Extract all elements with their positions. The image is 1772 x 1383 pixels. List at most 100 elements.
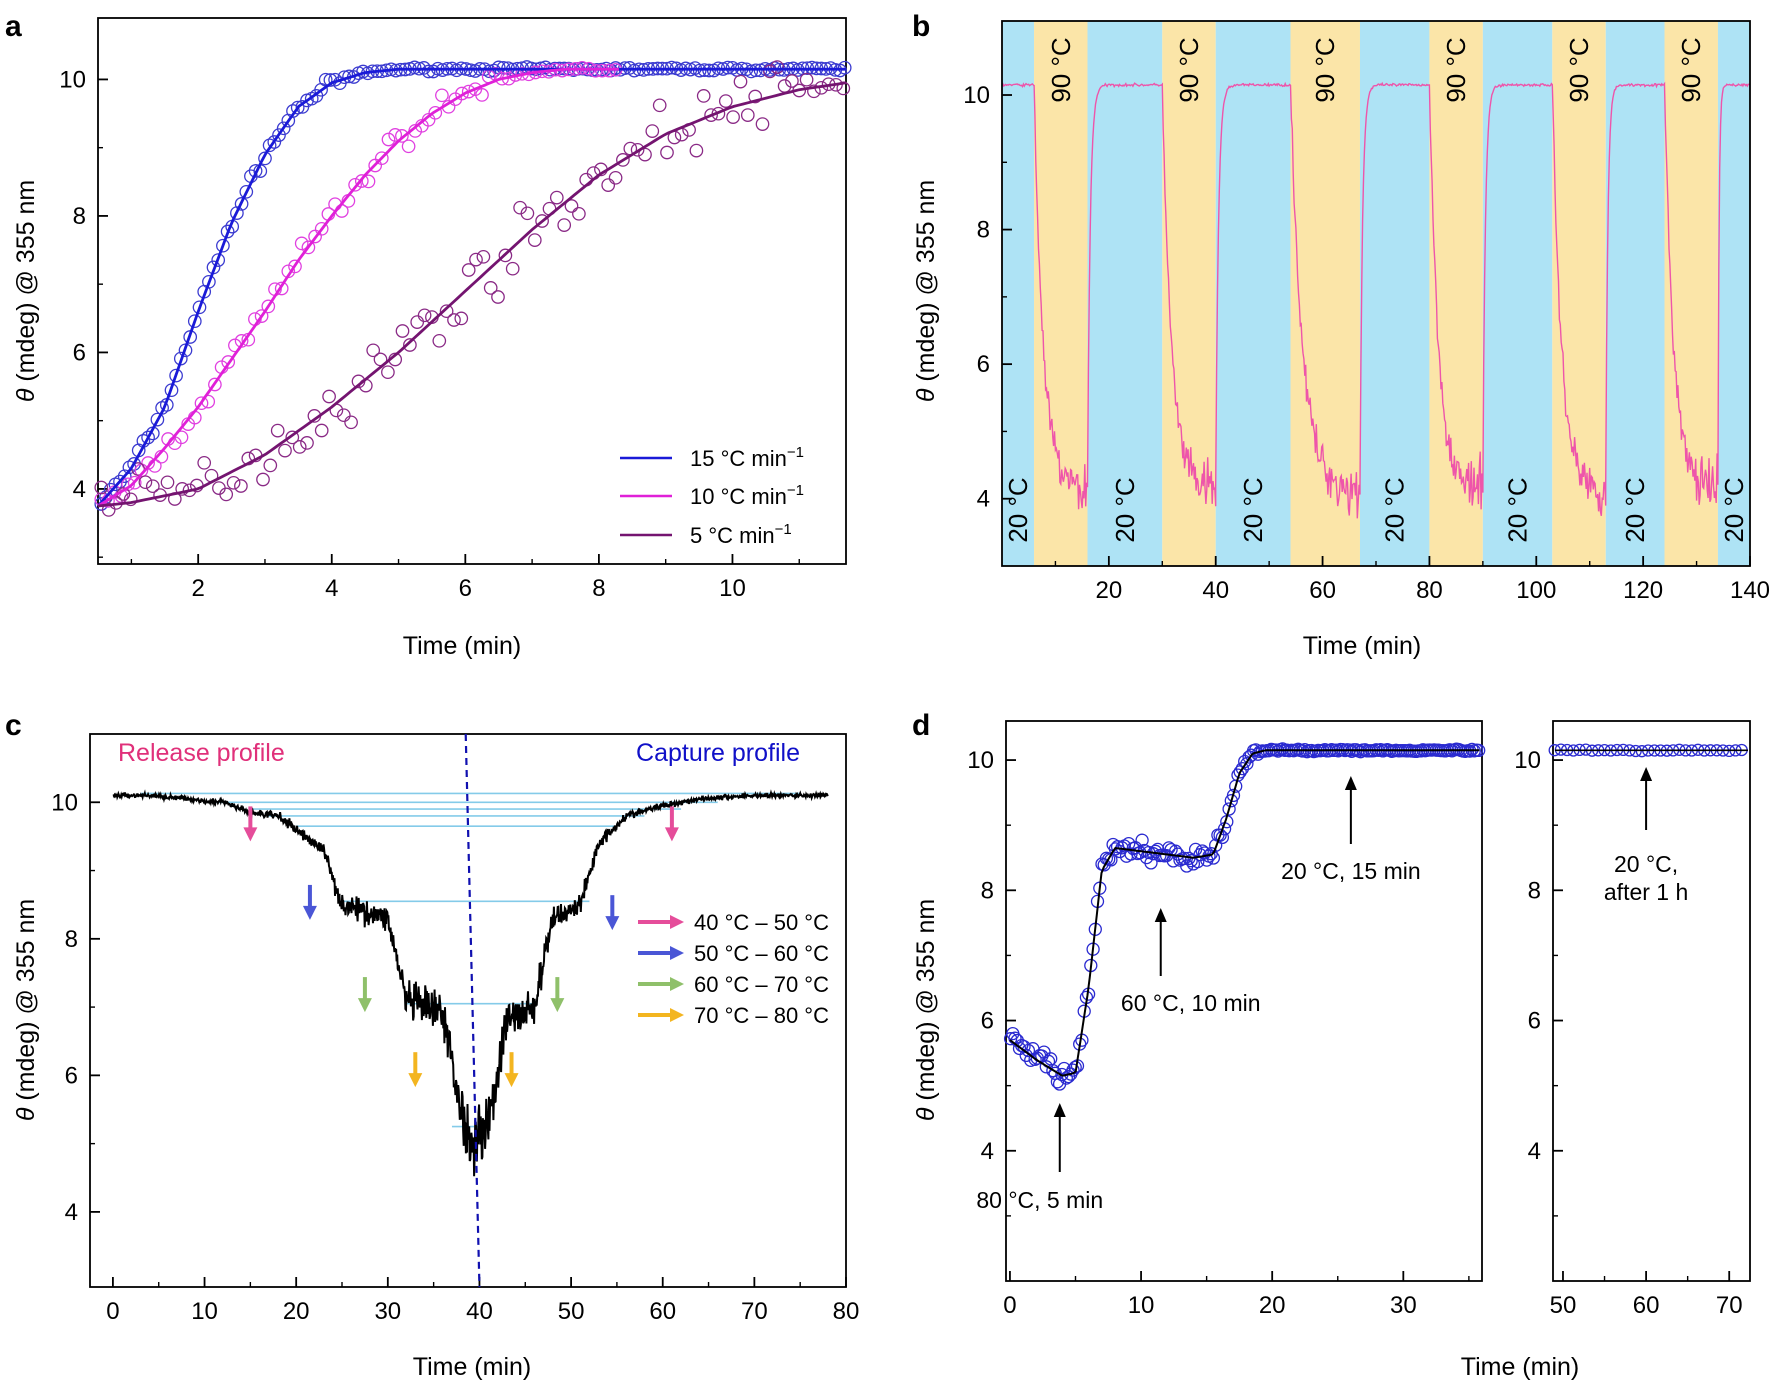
panel-a-point <box>192 300 207 315</box>
legend-15-sup: −1 <box>787 444 804 461</box>
panel-a-point <box>276 121 291 136</box>
panel-d-point <box>1061 1069 1076 1084</box>
annotation-20c-1h-line2: after 1 h <box>1604 879 1688 905</box>
panel-a-label: a <box>5 10 22 43</box>
hot-band-label: 90 °C <box>1564 37 1594 102</box>
panel-d-point <box>1059 1071 1073 1085</box>
panel-d-point <box>1226 788 1241 803</box>
panel-d-ylabel: θ (mdeg) @ 355 nm <box>912 899 940 1121</box>
panel-a-frame <box>97 17 847 565</box>
panel-a-point <box>160 475 175 490</box>
panel-a-axes: 2 4 6 8 10 4 6 8 10 <box>59 66 800 602</box>
panel-d-left-ytick-label: 6 <box>981 1008 994 1035</box>
panel-a-ytick-label: 10 <box>59 66 86 93</box>
panel-d: d 0 10 20 30 4 6 8 10 50 60 70 4 6 8 10 80 °C, 5 min 60… <box>912 709 1751 1381</box>
panel-a-point <box>805 60 819 75</box>
panel-d-right-ytick-label: 6 <box>1528 1008 1541 1035</box>
panel-a-point <box>361 174 376 189</box>
panel-a-point <box>770 60 785 74</box>
panel-a-fit-line <box>96 67 846 507</box>
panel-d-label: d <box>912 709 930 742</box>
panel-d-ylabel-units: (mdeg) @ 355 nm <box>912 899 940 1108</box>
panel-a-point <box>461 263 476 277</box>
panel-a-point <box>432 333 447 348</box>
panel-a-ylabel: θ (mdeg) @ 355 nm <box>12 180 40 402</box>
panel-a-point <box>720 60 735 75</box>
cold-band-label: 20 °C <box>1503 477 1533 542</box>
panel-a-point <box>652 98 667 113</box>
panel-a-point <box>410 315 425 329</box>
panel-a-point <box>150 412 165 427</box>
panel-a-point <box>285 430 300 445</box>
panel-a-point <box>733 74 748 89</box>
step-arrow-head <box>243 827 258 842</box>
panel-c-ylabel-units: (mdeg) @ 355 nm <box>12 899 40 1108</box>
panel-d-left-ytick-label: 10 <box>967 747 994 774</box>
panel-a-point <box>785 74 799 88</box>
panel-d-point <box>1039 1060 1053 1074</box>
panel-a-point <box>221 355 236 369</box>
panel-a-point <box>807 84 821 99</box>
panel-b-ylabel: θ (mdeg) @ 355 nm <box>912 180 940 402</box>
panel-a-point <box>660 145 674 160</box>
panel-a-point <box>322 389 336 404</box>
panel-a-point <box>381 365 395 380</box>
panel-a-point <box>211 253 226 267</box>
panel-d-point <box>1168 844 1183 858</box>
panel-a-point <box>454 311 469 326</box>
panel-c-frame <box>89 733 847 1288</box>
legend-10-text: 10 °C min <box>690 484 787 509</box>
panel-d-right-xtick-label: 60 <box>1633 1292 1660 1319</box>
panel-a-point <box>726 110 740 124</box>
cold-band <box>1717 21 1750 566</box>
panel-a-point <box>630 142 645 157</box>
panel-b-ylabel-units: (mdeg) @ 355 nm <box>912 180 940 389</box>
panel-d-left-xtick-label: 30 <box>1390 1292 1417 1319</box>
panel-d-fit-line <box>1009 749 1480 1077</box>
step-arrow-head <box>408 1073 423 1088</box>
panel-b-ytick-label: 6 <box>977 351 990 378</box>
panel-a-point <box>262 138 277 153</box>
panel-b-ytick-label: 8 <box>977 217 990 244</box>
panel-a-fit-line <box>97 81 847 508</box>
legend-arrow-head <box>670 915 684 929</box>
legend-label-5: 5 °C min−1 <box>690 521 792 548</box>
panel-c-xtick-label: 50 <box>558 1298 585 1325</box>
annotation-arrow-head <box>1344 776 1357 790</box>
step-arrow-head <box>605 916 620 931</box>
panel-a-point <box>348 177 362 192</box>
panel-a-point <box>175 482 190 496</box>
panel-a-point <box>557 218 572 232</box>
panel-c-xlabel: Time (min) <box>413 1353 532 1381</box>
panel-b-plot-area: 20 °C 90 °C 20 °C 90 °C 20 °C 90 °C 20 °C 90 °C… <box>1001 21 1751 566</box>
annotation-80c: 80 °C, 5 min <box>976 1187 1103 1213</box>
panel-a-point <box>288 259 302 274</box>
cold-band <box>1359 21 1430 566</box>
panel-d-point <box>1068 1060 1082 1074</box>
panel-a-point <box>755 117 770 131</box>
panel-b-axes: 20 40 60 80 100 120 140 4 6 8 10 <box>963 82 1770 604</box>
legend-label: 50 °C – 60 °C <box>694 941 829 966</box>
panel-a-point <box>527 233 542 247</box>
panel-a-plot-area <box>94 60 852 517</box>
panel-a-ytick-label: 4 <box>73 476 86 503</box>
release-profile-label: Release profile <box>118 739 285 767</box>
panel-a-point <box>799 72 814 87</box>
panel-d-xlabel: Time (min) <box>1461 1353 1580 1381</box>
panel-d-left-xtick-label: 10 <box>1128 1292 1155 1319</box>
panel-d-right-ytick-label: 8 <box>1528 877 1541 904</box>
panel-b-xtick-label: 140 <box>1730 577 1770 604</box>
panel-a-point <box>421 64 436 79</box>
cold-band-label: 20 °C <box>1003 477 1033 542</box>
panel-d-point <box>1235 761 1250 776</box>
legend-label-15: 15 °C min−1 <box>690 444 804 471</box>
panel-a-point <box>256 472 270 487</box>
panel-a-point <box>744 64 759 79</box>
panel-a-point <box>401 139 416 154</box>
panel-a-xlabel: Time (min) <box>403 632 522 660</box>
annotation-20c-1h: 20 °C, <box>1614 851 1678 877</box>
panel-d-point <box>1240 757 1254 771</box>
panel-c-legend: 40 °C – 50 °C 50 °C – 60 °C 60 °C – 70 °C 7… <box>638 910 829 1028</box>
cold-band <box>1215 21 1291 566</box>
